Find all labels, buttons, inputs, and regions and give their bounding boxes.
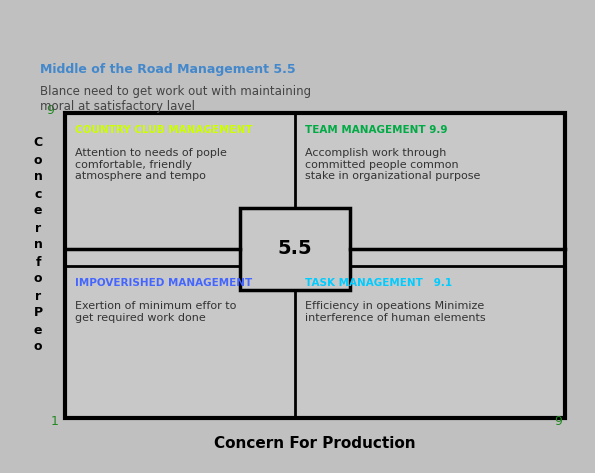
Text: 9: 9 xyxy=(46,105,54,117)
Text: o: o xyxy=(34,154,42,166)
Text: Accomplish work through
committed people common
stake in organizational purpose: Accomplish work through committed people… xyxy=(305,148,480,181)
Text: o: o xyxy=(34,341,42,353)
Text: IMPOVERISHED MANAGEMENT: IMPOVERISHED MANAGEMENT xyxy=(75,278,252,288)
Text: Blance need to get work out with maintaining
moral at satisfactory lavel: Blance need to get work out with maintai… xyxy=(40,85,311,113)
Text: e: e xyxy=(34,324,42,336)
Text: Attention to needs of pople
comfortable, friendly
atmosphere and tempo: Attention to needs of pople comfortable,… xyxy=(75,148,227,181)
Text: c: c xyxy=(35,187,42,201)
Text: TEAM MANAGEMENT 9.9: TEAM MANAGEMENT 9.9 xyxy=(305,125,447,135)
Text: n: n xyxy=(33,170,42,184)
Text: 1: 1 xyxy=(51,414,59,428)
Text: Efficiency in opeations Minimize
interference of human elements: Efficiency in opeations Minimize interfe… xyxy=(305,301,486,323)
Bar xyxy=(240,208,350,290)
Text: C: C xyxy=(33,137,43,149)
Text: 5.5: 5.5 xyxy=(278,239,312,259)
Text: f: f xyxy=(35,255,40,269)
Text: TASK MANAGEMENT   9.1: TASK MANAGEMENT 9.1 xyxy=(305,278,452,288)
Text: P: P xyxy=(33,307,43,319)
Text: Middle of the Road Management 5.5: Middle of the Road Management 5.5 xyxy=(40,63,296,76)
Text: r: r xyxy=(35,221,41,235)
Text: o: o xyxy=(34,272,42,286)
Text: Exertion of minimum effor to
get required work done: Exertion of minimum effor to get require… xyxy=(75,301,236,323)
Text: Concern For Production: Concern For Production xyxy=(214,436,416,450)
Text: r: r xyxy=(35,289,41,303)
Text: n: n xyxy=(33,238,42,252)
Text: e: e xyxy=(34,204,42,218)
Bar xyxy=(65,113,565,418)
Text: COUNTRY CLUB MANAGEMENT: COUNTRY CLUB MANAGEMENT xyxy=(75,125,252,135)
Text: 9: 9 xyxy=(554,414,562,428)
